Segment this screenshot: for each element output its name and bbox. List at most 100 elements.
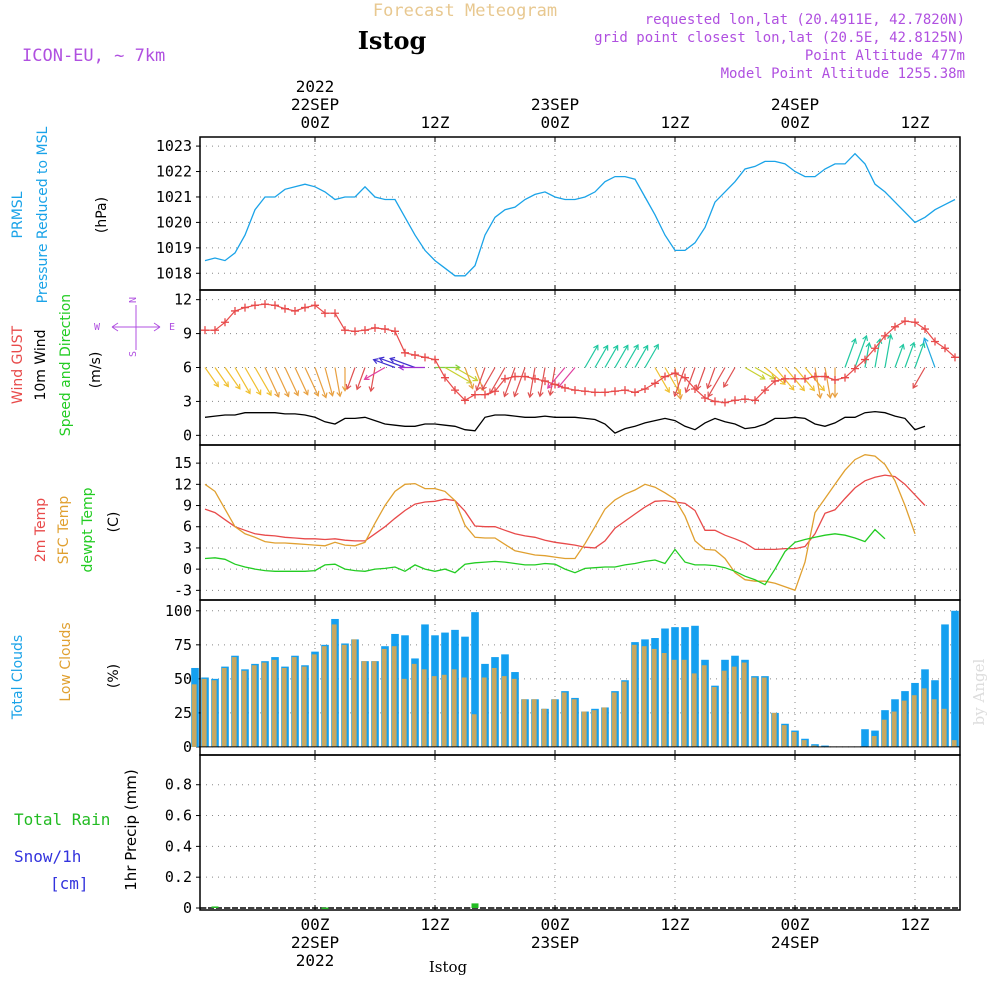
low-cloud-bar <box>721 670 727 747</box>
title-top: Forecast Meteogram <box>373 1 557 21</box>
low-cloud-bar <box>911 695 917 747</box>
gust-marker <box>941 344 949 353</box>
closest-coords: grid point closest lon,lat (20.5E, 42.81… <box>594 30 965 46</box>
ytick-label: 25 <box>174 704 192 722</box>
label-pressure-msl: Pressure Reduced to MSL <box>35 126 51 303</box>
gust-marker <box>341 326 349 335</box>
wind-arrow-head <box>912 382 918 389</box>
wind-arrow-head <box>313 390 320 397</box>
bottom-hour-label: 12Z <box>421 915 450 934</box>
wind-arrow-head <box>235 383 241 390</box>
low-cloud-bar <box>451 669 457 747</box>
gust-marker <box>461 396 469 405</box>
low-cloud-bar <box>221 667 227 747</box>
top-hour-label: 00Z <box>301 113 330 132</box>
gust-marker <box>271 301 279 310</box>
bottom-date-label: 22SEP <box>291 933 339 952</box>
ytick-label: 9 <box>183 497 192 515</box>
gust-marker <box>641 384 649 393</box>
gust-marker <box>651 379 659 388</box>
gust-marker <box>451 386 459 395</box>
ytick-label: 1020 <box>156 213 192 231</box>
wind-direction-arrow <box>844 338 856 368</box>
wind-direction-arrow <box>594 345 609 368</box>
low-cloud-bar <box>261 662 267 747</box>
wind-direction-arrow <box>294 367 309 395</box>
wind-arrow-head <box>284 391 290 398</box>
label-total-clouds: Total Clouds <box>10 635 26 720</box>
bottom-hour-label: 12Z <box>661 915 690 934</box>
gust-marker <box>881 331 889 340</box>
bottom-hour-label: 12Z <box>901 915 930 934</box>
label-10m-wind: 10m Wind <box>33 329 49 400</box>
precip-panel: 0 0.2 0.4 0.6 0.8 <box>165 754 961 917</box>
low-cloud-bar <box>951 740 957 747</box>
wind-direction-arrow <box>264 367 280 398</box>
wind-arrow-head <box>303 389 309 396</box>
top-hour-label: 00Z <box>541 113 570 132</box>
sfc-temp-line <box>204 454 916 592</box>
wind-direction-arrow <box>476 367 486 391</box>
gust-marker <box>561 383 569 392</box>
wind-direction-arrow <box>557 367 576 388</box>
ytick-label: 3 <box>183 539 192 557</box>
station-title: Istog <box>358 26 427 55</box>
low-cloud-bar <box>281 667 287 747</box>
low-cloud-bar <box>501 676 507 747</box>
t2m-line <box>204 474 926 551</box>
wind-direction-arrow <box>764 367 786 385</box>
wind-direction-arrow <box>549 367 556 396</box>
wind10m-line <box>204 410 926 434</box>
wind-arrow-head <box>593 344 599 351</box>
wind-arrow-head <box>799 385 806 392</box>
low-cloud-bar <box>921 688 927 747</box>
gust-marker <box>551 380 559 389</box>
wind-arrow-head <box>468 383 475 390</box>
compass-e: E <box>169 322 175 333</box>
wind-direction-arrow <box>214 367 229 387</box>
temperature-panel: -3 0 3 6 9 12 15 <box>174 444 961 601</box>
gust-marker <box>891 322 899 331</box>
label-snow: Snow/1h <box>14 847 81 866</box>
low-cloud-bar <box>661 653 667 747</box>
ytick-label: 1019 <box>156 239 192 257</box>
low-cloud-bar <box>601 707 607 747</box>
top-hour-label: 12Z <box>901 113 930 132</box>
panels: 1018 1019 1020 1021 1022 1023 PRMSL Pressure Re… <box>10 77 961 970</box>
wind-direction-arrow <box>854 335 868 368</box>
wind-direction-arrow <box>454 366 478 382</box>
top-hour-label: 12Z <box>661 113 690 132</box>
wind-direction-arrow <box>706 367 716 389</box>
gust-marker <box>241 303 249 312</box>
ytick-label: 0.2 <box>165 868 192 886</box>
wind-direction-arrow <box>884 334 892 368</box>
top-year-label: 2022 <box>296 77 335 96</box>
low-cloud-bar <box>811 745 817 747</box>
label-ms: (m/s) <box>88 352 104 389</box>
gust-marker <box>741 395 749 404</box>
pressure-panel: 1018 1019 1020 1021 1022 1023 <box>156 136 961 291</box>
low-cloud-bar <box>421 669 427 747</box>
label-total-rain: Total Rain <box>14 810 110 829</box>
low-cloud-bar <box>321 646 327 747</box>
wind-arrow-head <box>602 344 609 351</box>
gust-marker <box>311 301 319 310</box>
precip-bar <box>321 907 329 910</box>
ytick-label: 0.8 <box>165 776 192 794</box>
wind-direction-arrow <box>334 367 341 397</box>
gust-marker <box>201 326 209 335</box>
gust-marker <box>251 301 259 310</box>
ytick-label: 0 <box>183 560 192 578</box>
gust-line <box>205 303 956 404</box>
wind-direction-arrow <box>654 367 670 393</box>
top-hour-label: 00Z <box>781 113 810 132</box>
precip-bar <box>211 906 219 908</box>
ytick-label: 1021 <box>156 188 192 206</box>
ytick-label: 9 <box>183 325 192 343</box>
wind-direction-arrow <box>664 367 681 395</box>
gust-marker <box>301 303 309 312</box>
label-dewpt-temp: dewpt Temp <box>80 487 96 572</box>
total-cloud-bar <box>941 624 949 747</box>
gust-marker <box>611 387 619 396</box>
gust-marker <box>811 372 819 381</box>
